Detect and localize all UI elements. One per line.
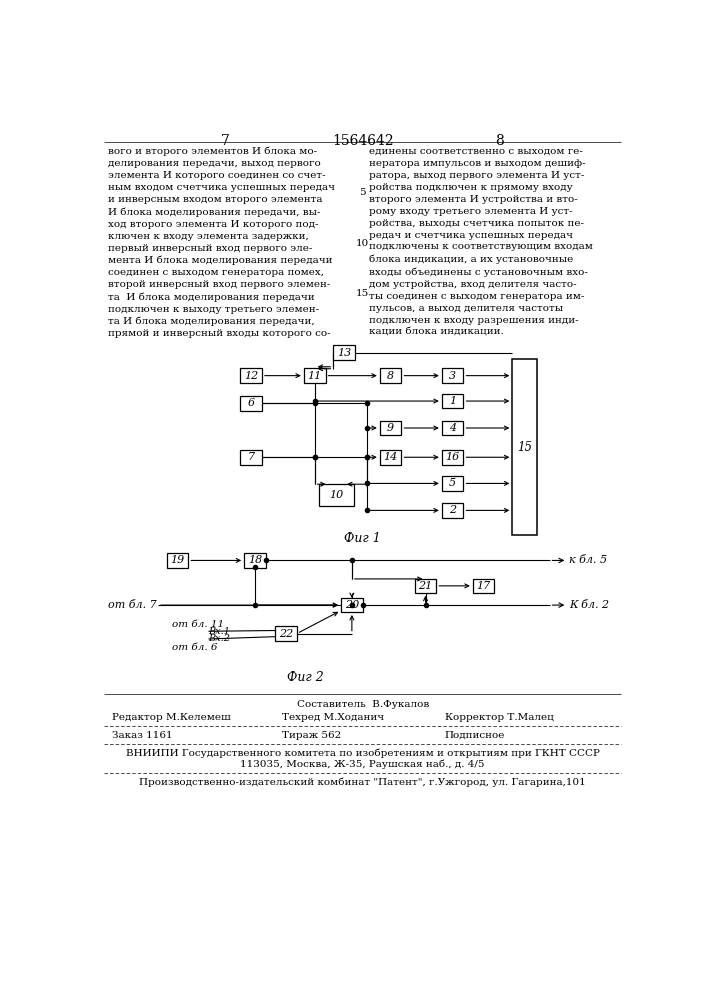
Bar — [473, 579, 494, 593]
Text: 8: 8 — [387, 371, 395, 381]
Bar — [240, 396, 262, 411]
Text: 9: 9 — [387, 423, 395, 433]
Bar — [319, 484, 354, 506]
Text: 1: 1 — [449, 396, 456, 406]
Text: 12: 12 — [244, 371, 258, 381]
Text: 6: 6 — [247, 398, 255, 408]
Text: вого и второго элементов И блока мо-
делирования передачи, выход первого
элемент: вого и второго элементов И блока мо- дел… — [107, 147, 334, 338]
Text: 7: 7 — [247, 452, 255, 462]
Bar — [275, 626, 297, 641]
Text: к бл. 5: к бл. 5 — [569, 555, 607, 565]
Text: Фиг 2: Фиг 2 — [287, 671, 324, 684]
Text: К бл. 2: К бл. 2 — [569, 600, 609, 610]
Text: 22: 22 — [279, 629, 293, 639]
Bar — [167, 553, 188, 568]
Text: 16: 16 — [445, 452, 460, 462]
Text: Подписное: Подписное — [445, 731, 506, 740]
Text: 8: 8 — [496, 134, 504, 148]
Text: Редактор М.Келемеш: Редактор М.Келемеш — [112, 713, 230, 722]
Bar — [442, 394, 464, 408]
Text: 21: 21 — [419, 581, 433, 591]
Bar — [304, 368, 325, 383]
Text: от бл. 6: от бл. 6 — [172, 643, 218, 652]
Text: 10: 10 — [356, 239, 369, 248]
Bar — [240, 368, 262, 383]
Text: 13: 13 — [337, 348, 351, 358]
Text: от бл. 7: от бл. 7 — [107, 600, 156, 610]
Bar — [513, 359, 537, 535]
Text: 18: 18 — [248, 555, 262, 565]
Text: Фиг 1: Фиг 1 — [344, 532, 381, 545]
Bar — [442, 368, 464, 383]
Text: от бл. 11: от бл. 11 — [172, 620, 224, 629]
Text: 20: 20 — [345, 600, 359, 610]
Bar — [442, 450, 464, 465]
Bar — [380, 421, 402, 435]
Text: ВНИИПИ Государственного комитета по изобретениям и открытиям при ГКНТ СССР: ВНИИПИ Государственного комитета по изоб… — [126, 748, 600, 758]
Text: 113035, Москва, Ж-35, Раушская наб., д. 4/5: 113035, Москва, Ж-35, Раушская наб., д. … — [240, 760, 485, 769]
Bar — [414, 579, 436, 593]
Text: Заказ 1161: Заказ 1161 — [112, 731, 173, 740]
Text: Вх.1: Вх.1 — [209, 627, 230, 636]
Bar — [240, 450, 262, 465]
Text: 7: 7 — [221, 134, 230, 148]
Bar — [442, 421, 464, 435]
Text: 3: 3 — [449, 371, 456, 381]
Text: Вх.2: Вх.2 — [209, 634, 230, 643]
Text: 19: 19 — [170, 555, 185, 565]
Text: Корректор Т.Малец: Корректор Т.Малец — [445, 713, 554, 722]
Text: 15: 15 — [356, 289, 369, 298]
Text: единены соответственно с выходом ге-
нератора импульсов и выходом дешиф-
ратора,: единены соответственно с выходом ге- нер… — [369, 147, 592, 336]
Bar — [380, 368, 402, 383]
Text: 2: 2 — [449, 505, 456, 515]
Text: 5: 5 — [449, 478, 456, 488]
Bar — [442, 476, 464, 491]
Bar — [341, 598, 363, 612]
Text: 17: 17 — [477, 581, 491, 591]
Text: Производственно-издательский комбинат "Патент", г.Ужгород, ул. Гагарина,101: Производственно-издательский комбинат "П… — [139, 778, 586, 787]
Bar — [244, 553, 266, 568]
Bar — [380, 450, 402, 465]
Text: 1564642: 1564642 — [332, 134, 394, 148]
Text: Составитель  В.Фукалов: Составитель В.Фукалов — [297, 700, 429, 709]
Text: 14: 14 — [383, 452, 398, 462]
Text: Техред М.Ходанич: Техред М.Ходанич — [282, 713, 384, 722]
Text: 10: 10 — [329, 490, 344, 500]
Text: 11: 11 — [308, 371, 322, 381]
Text: Тираж 562: Тираж 562 — [282, 731, 341, 740]
Bar — [442, 503, 464, 518]
Text: 15: 15 — [518, 441, 532, 454]
Text: 4: 4 — [449, 423, 456, 433]
Bar — [333, 345, 355, 360]
Text: 5: 5 — [359, 188, 366, 197]
